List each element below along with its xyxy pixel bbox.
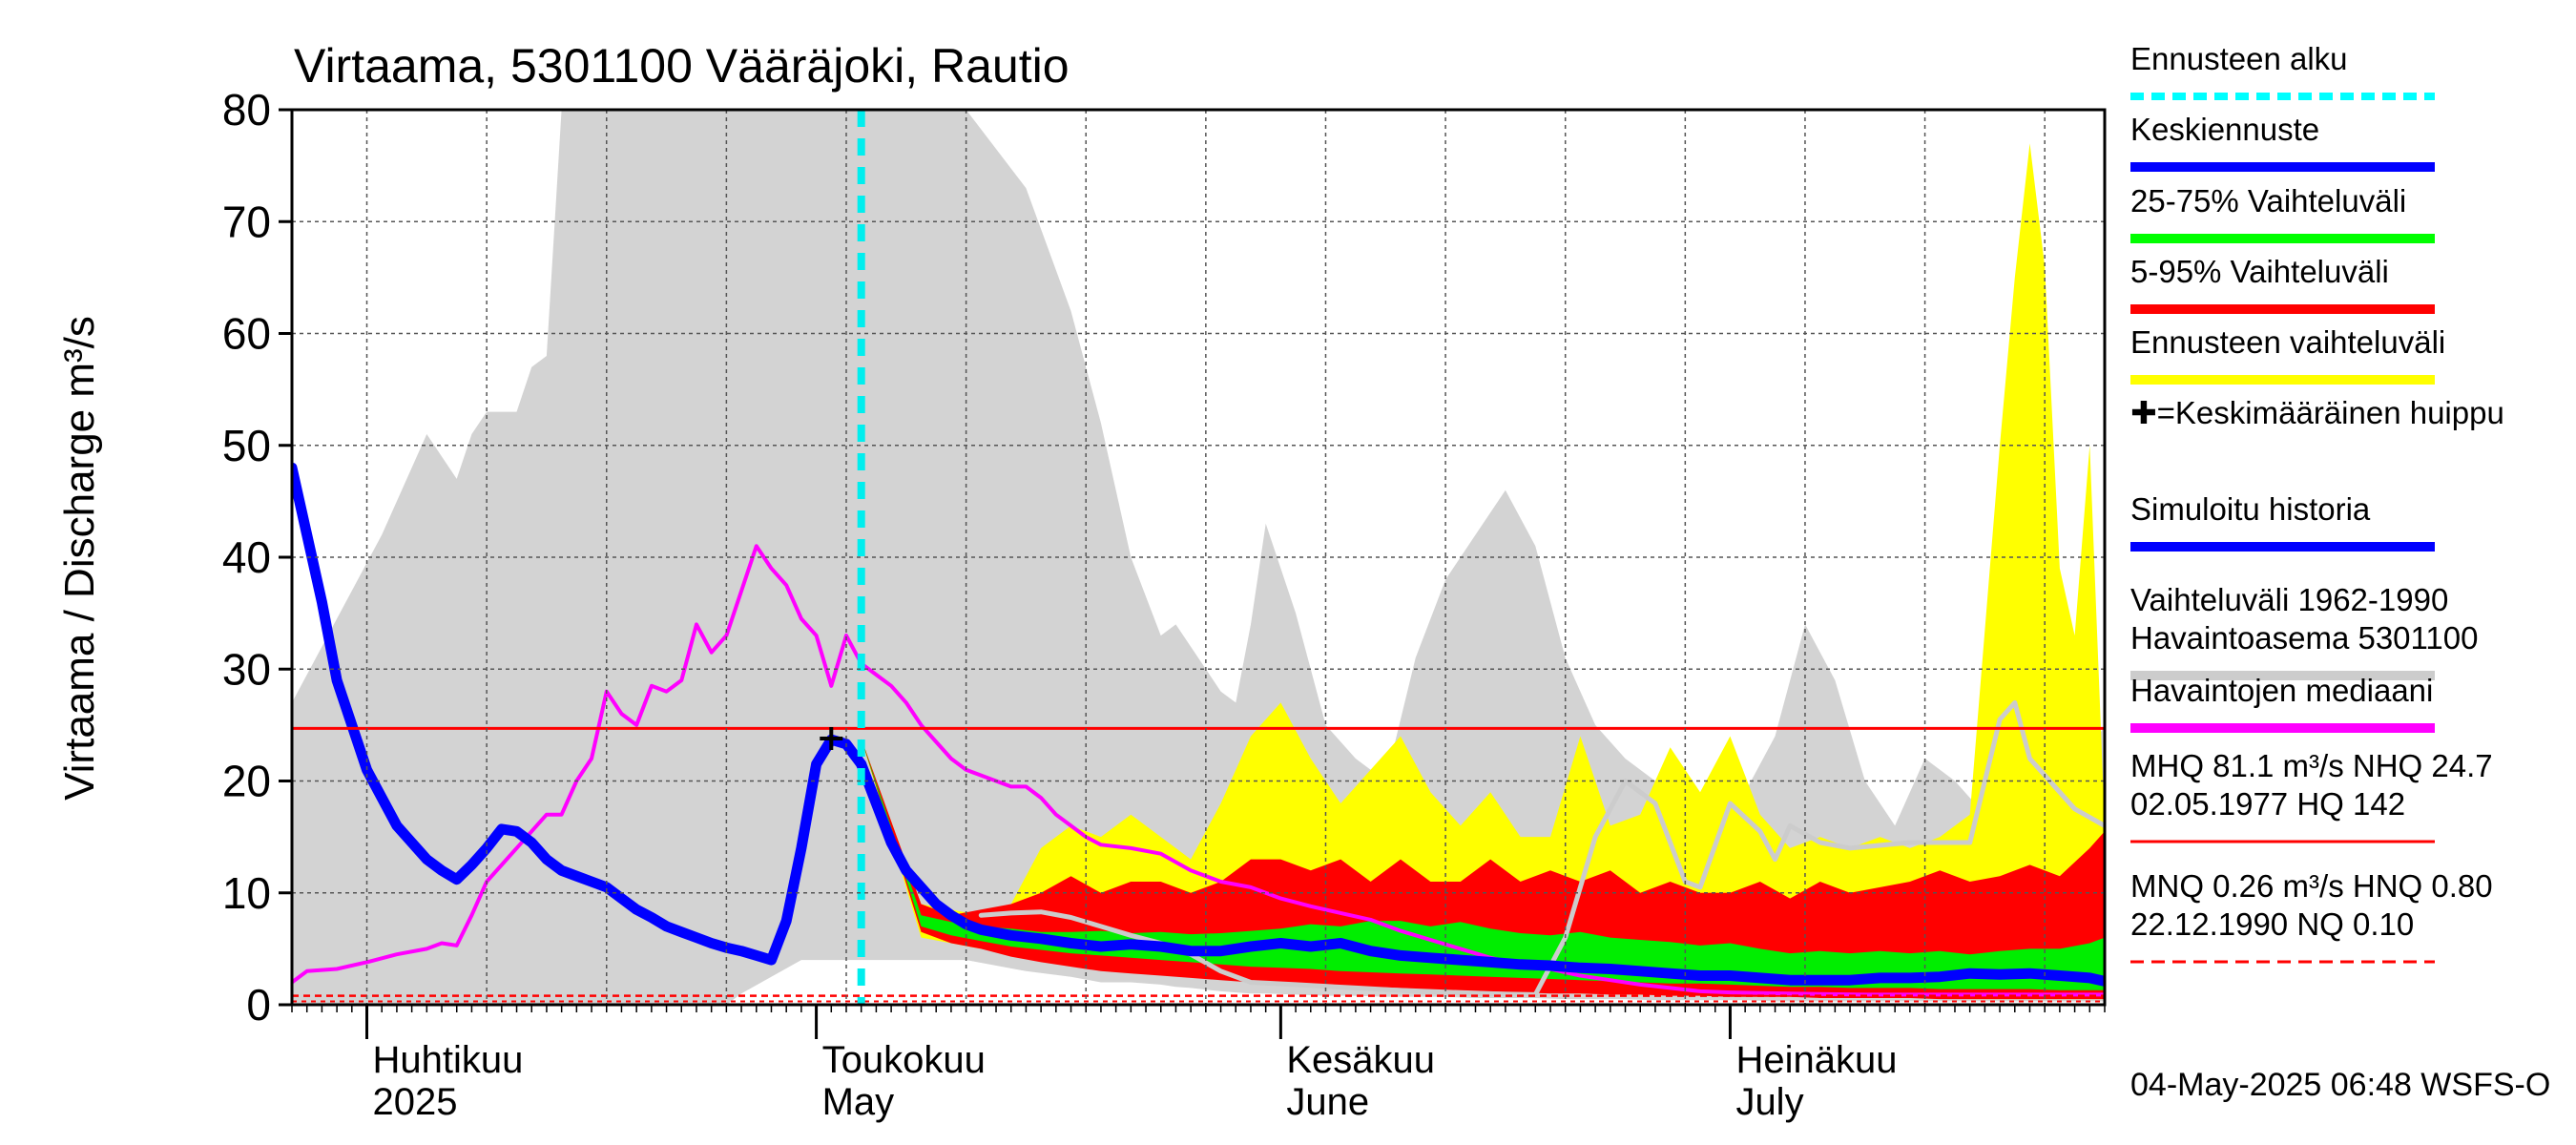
y-tick-label: 20	[222, 757, 271, 806]
legend-label: 02.05.1977 HQ 142	[2130, 786, 2405, 822]
y-tick-label: 60	[222, 309, 271, 359]
median-line	[292, 544, 2105, 997]
y-tick-label: 80	[222, 85, 271, 135]
legend-label: Keskiennuste	[2130, 112, 2319, 147]
chart-title: Virtaama, 5301100 Vääräjoki, Rautio	[294, 39, 1070, 93]
y-tick-label: 50	[222, 421, 271, 470]
x-month-label: Toukokuu	[822, 1039, 986, 1081]
legend: Ennusteen alku Keskiennuste 25-75% Vaihtel…	[2130, 41, 2504, 964]
legend-label: ✚=Keskimääräinen huippu	[2130, 395, 2504, 430]
y-tick-label: 30	[222, 644, 271, 694]
legend-label: 25-75% Vaihteluväli	[2130, 183, 2406, 219]
legend-label: Havaintoasema 5301100	[2130, 620, 2478, 656]
legend-label: Vaihteluväli 1962-1990	[2130, 582, 2448, 617]
x-month-sublabel: July	[1735, 1081, 1803, 1123]
y-tick-label: 10	[222, 868, 271, 918]
x-month-sublabel: June	[1286, 1081, 1369, 1123]
y-tick-label: 0	[246, 980, 271, 1030]
legend-label: MHQ 81.1 m³/s NHQ 24.7	[2130, 748, 2493, 783]
y-tick-label: 70	[222, 197, 271, 246]
x-month-sublabel: May	[822, 1081, 895, 1123]
x-month-label: Kesäkuu	[1286, 1039, 1435, 1081]
p25-75-band	[861, 738, 2105, 990]
legend-label: Ennusteen vaihteluväli	[2130, 324, 2445, 360]
x-month-label: Heinäkuu	[1735, 1039, 1897, 1081]
x-month-label: Huhtikuu	[373, 1039, 524, 1081]
timestamp-label: 04-May-2025 06:48 WSFS-O	[2130, 1067, 2550, 1103]
y-axis-label: Virtaama / Discharge m³/s	[56, 316, 103, 801]
x-month-sublabel: 2025	[373, 1081, 458, 1123]
legend-label: Havaintojen mediaani	[2130, 673, 2433, 708]
mean-forecast-line	[856, 759, 2105, 987]
legend-label: 22.12.1990 NQ 0.10	[2130, 906, 2414, 942]
simulated-history-line	[292, 462, 867, 966]
legend-label: Simuloitu historia	[2130, 491, 2371, 527]
legend-label: MNQ 0.26 m³/s HNQ 0.80	[2130, 868, 2493, 904]
mean-peak-marker	[820, 726, 843, 750]
y-tick-label: 40	[222, 532, 271, 582]
legend-label: Ennusteen alku	[2130, 41, 2348, 76]
legend-label: 5-95% Vaihteluväli	[2130, 254, 2389, 289]
